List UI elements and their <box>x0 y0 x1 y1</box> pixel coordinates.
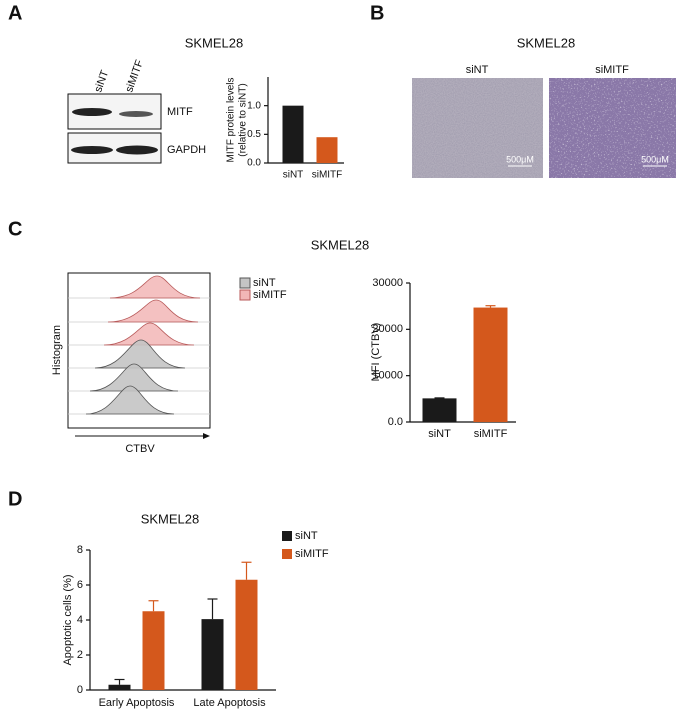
y-tick-label: 0 <box>77 684 83 696</box>
y-tick-label: 6 <box>77 579 83 591</box>
legend-label: siNT <box>295 530 318 542</box>
y-label: (relative to siNT) <box>238 83 249 156</box>
x-tick-label: Late Apoptosis <box>193 697 266 709</box>
x-tick-label: siMITF <box>312 170 343 181</box>
blot-title: SKMEL28 <box>185 35 244 50</box>
bar <box>282 105 304 163</box>
arrow-head <box>203 433 210 439</box>
scale-bar-label: 500μM <box>506 154 534 164</box>
bar <box>235 579 258 690</box>
lane-label: siMITF <box>123 58 146 94</box>
x-label: CTBV <box>125 443 155 455</box>
y-label: MFI (CTBV) <box>370 323 382 382</box>
legend-swatch <box>282 549 292 559</box>
bar <box>316 137 338 163</box>
bar <box>108 684 131 690</box>
y-tick-label: 0.0 <box>247 158 261 169</box>
bar <box>422 398 457 422</box>
x-tick-label: siNT <box>283 170 304 181</box>
legend-label: siMITF <box>295 548 329 560</box>
bar <box>142 611 165 690</box>
legend-swatch <box>282 531 292 541</box>
y-label: MITF protein levels <box>226 77 237 162</box>
micro-texture <box>549 78 676 178</box>
flow-title: SKMEL28 <box>311 237 370 252</box>
y-tick-label: 30000 <box>372 277 403 289</box>
lane-label: siNT <box>92 68 111 94</box>
bar <box>201 619 224 690</box>
ridges-sint <box>85 339 186 415</box>
panel-label: B <box>370 2 384 24</box>
y-tick-label: 0.5 <box>247 129 261 140</box>
y-tick-label: 10000 <box>372 370 403 382</box>
y-label: Histogram <box>51 325 63 375</box>
x-tick-label: Early Apoptosis <box>99 697 175 709</box>
panel-label: A <box>8 2 22 24</box>
y-tick-label: 2 <box>77 649 83 661</box>
panel-label: D <box>8 488 22 510</box>
band-label: GAPDH <box>167 144 206 156</box>
legend-swatch <box>239 289 251 301</box>
band-label: MITF <box>167 106 193 118</box>
y-tick-label: 4 <box>77 614 83 626</box>
micro-texture <box>412 78 543 178</box>
band <box>72 108 112 116</box>
y-tick-label: 1.0 <box>247 100 261 111</box>
y-label: Apoptotic cells (%) <box>62 574 74 665</box>
scale-bar-label: 500μM <box>641 154 669 164</box>
panel-label: C <box>8 218 22 240</box>
chart-title: SKMEL28 <box>141 511 200 526</box>
y-tick-label: 20000 <box>372 323 403 335</box>
legend-label: siNT <box>253 277 276 289</box>
x-tick-label: siNT <box>428 428 451 440</box>
micro-title: SKMEL28 <box>517 35 576 50</box>
band <box>116 145 158 155</box>
band <box>119 111 153 117</box>
ridges-simitf <box>103 275 201 346</box>
bar <box>473 307 508 422</box>
y-tick-label: 8 <box>77 544 83 556</box>
band <box>71 146 113 154</box>
legend-swatch <box>239 277 251 289</box>
legend-label: siMITF <box>253 289 287 301</box>
histogram-frame <box>67 272 211 429</box>
image-label: siNT <box>466 64 489 76</box>
x-tick-label: siMITF <box>474 428 508 440</box>
image-label: siMITF <box>595 64 629 76</box>
y-tick-label: 0.0 <box>388 416 403 428</box>
